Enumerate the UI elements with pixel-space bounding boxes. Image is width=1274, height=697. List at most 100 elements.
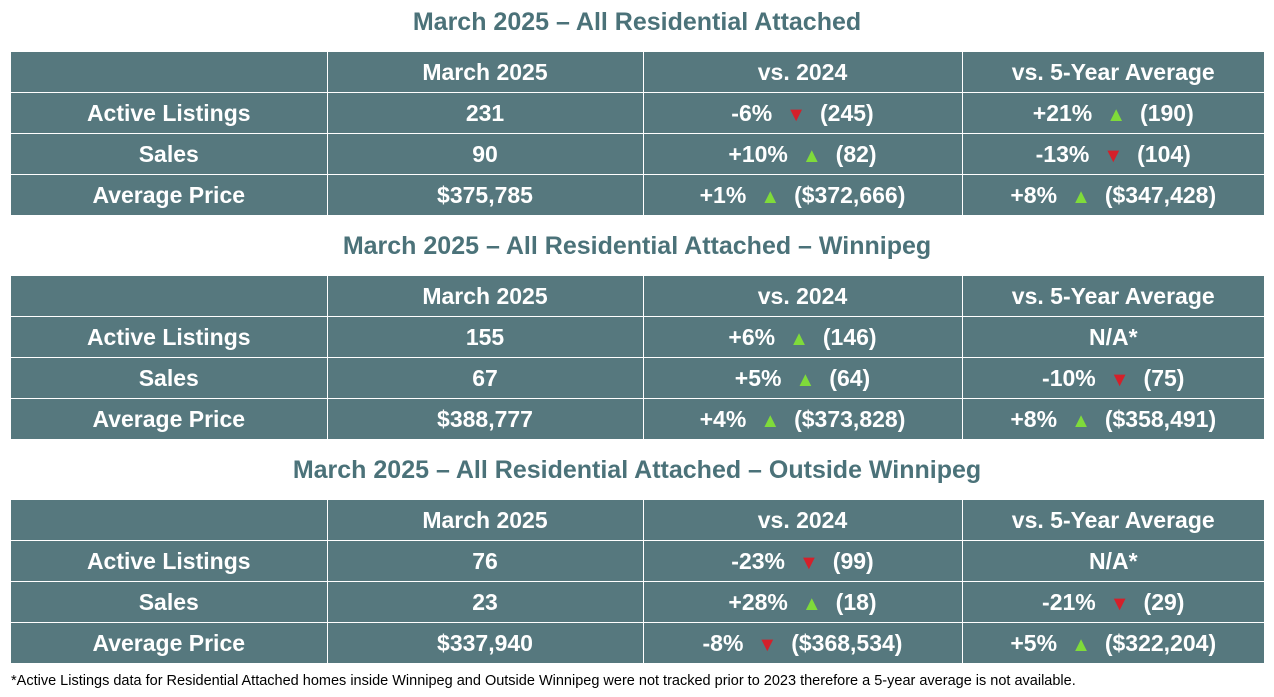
vs-5yr-cell: +8% ▲ ($347,428) — [961, 174, 1264, 215]
change-percent: +8% — [1010, 405, 1058, 432]
arrow-down-icon: ▼ — [799, 551, 819, 574]
current-value: 76 — [326, 540, 644, 582]
previous-value: (64) — [829, 364, 871, 391]
table-row: Average Price $337,940 -8% ▼ ($368,534) +5% ▲ (… — [11, 622, 1264, 663]
header-row: March 2025 vs. 2024 vs. 5-Year Average — [11, 52, 1264, 93]
previous-value: (18) — [835, 588, 877, 615]
vs-2024-cell: -23% ▼ (99) — [642, 540, 963, 582]
stats-table: March 2025 vs. 2024 vs. 5-Year Average Acti… — [11, 276, 1264, 439]
stats-table: March 2025 vs. 2024 vs. 5-Year Average Acti… — [11, 500, 1264, 663]
current-value: $388,777 — [326, 398, 644, 439]
change-percent: +8% — [1010, 181, 1058, 208]
current-value: 231 — [326, 92, 644, 134]
row-label: Sales — [11, 581, 328, 623]
table-row: Active Listings 155 +6% ▲ (146) N/A* — [11, 316, 1264, 358]
stats-table: March 2025 vs. 2024 vs. 5-Year Average Acti… — [11, 52, 1264, 215]
column-header: vs. 2024 — [642, 52, 963, 93]
header-row: March 2025 vs. 2024 vs. 5-Year Average — [11, 500, 1264, 541]
table-row: Average Price $388,777 +4% ▲ ($373,828) +8% ▲ (… — [11, 398, 1264, 439]
column-header: vs. 2024 — [642, 276, 963, 317]
previous-value: ($347,428) — [1104, 181, 1217, 208]
change-percent: -23% — [731, 547, 785, 574]
change-percent: +5% — [734, 364, 782, 391]
column-header — [11, 500, 328, 541]
vs-5yr-cell: -21% ▼ (29) — [961, 581, 1264, 623]
change-percent: -10% — [1042, 364, 1096, 391]
section-title: March 2025 – All Residential Attached – … — [292, 456, 982, 484]
change-percent: +1% — [699, 181, 747, 208]
change-percent: -6% — [731, 99, 773, 126]
column-header: vs. 5-Year Average — [961, 276, 1264, 317]
vs-5yr-cell: +5% ▲ ($322,204) — [961, 622, 1264, 663]
table-row: Sales 23 +28% ▲ (18) -21% ▼ (29) — [11, 581, 1264, 623]
vs-5yr-cell: -10% ▼ (75) — [961, 357, 1264, 399]
change-percent: +5% — [1010, 629, 1058, 656]
previous-value: ($372,666) — [794, 181, 906, 208]
vs-2024-cell: +6% ▲ (146) — [642, 316, 963, 358]
row-label: Average Price — [11, 174, 328, 215]
arrow-up-icon: ▲ — [1071, 409, 1091, 432]
change-percent: +28% — [728, 588, 788, 615]
row-label: Sales — [11, 357, 328, 399]
vs-5yr-cell: +21% ▲ (190) — [961, 92, 1264, 134]
not-available: N/A* — [1088, 323, 1138, 350]
vs-2024-cell: +5% ▲ (64) — [642, 357, 963, 399]
arrow-up-icon: ▲ — [801, 144, 822, 167]
table-row: Active Listings 231 -6% ▼ (245) +21% ▲ (190) — [11, 92, 1264, 134]
change-percent: +10% — [728, 140, 788, 167]
previous-value: (75) — [1143, 364, 1185, 391]
row-label: Active Listings — [11, 540, 328, 582]
table-row: Active Listings 76 -23% ▼ (99) N/A* — [11, 540, 1264, 582]
section-title: March 2025 – All Residential Attached — [412, 8, 862, 36]
change-percent: -8% — [702, 629, 744, 656]
arrow-down-icon: ▼ — [1109, 368, 1130, 391]
column-header: March 2025 — [326, 500, 644, 541]
current-value: $337,940 — [326, 622, 644, 663]
arrow-up-icon: ▲ — [1071, 633, 1091, 656]
vs-2024-cell: -6% ▼ (245) — [642, 92, 963, 134]
arrow-up-icon: ▲ — [795, 368, 816, 391]
vs-2024-cell: +10% ▲ (82) — [642, 133, 963, 175]
row-label: Average Price — [11, 622, 328, 663]
arrow-down-icon: ▼ — [757, 633, 778, 656]
row-label: Average Price — [11, 398, 328, 439]
previous-value: (245) — [820, 99, 874, 126]
column-header: March 2025 — [326, 276, 644, 317]
vs-2024-cell: +1% ▲ ($372,666) — [642, 174, 963, 215]
arrow-up-icon: ▲ — [1106, 103, 1127, 126]
footnote: *Active Listings data for Residential At… — [11, 673, 1076, 689]
row-label: Active Listings — [11, 316, 328, 358]
previous-value: ($373,828) — [794, 405, 906, 432]
current-value: $375,785 — [326, 174, 644, 215]
current-value: 23 — [326, 581, 644, 623]
table-row: Average Price $375,785 +1% ▲ ($372,666) +8% ▲ (… — [11, 174, 1264, 215]
arrow-down-icon: ▼ — [786, 103, 806, 126]
section-title: March 2025 – All Residential Attached – … — [342, 232, 932, 260]
arrow-up-icon: ▲ — [760, 185, 781, 208]
current-value: 90 — [326, 133, 644, 175]
previous-value: (104) — [1137, 140, 1191, 167]
column-header: vs. 2024 — [642, 500, 963, 541]
table-row: Sales 67 +5% ▲ (64) -10% ▼ (75) — [11, 357, 1264, 399]
column-header: vs. 5-Year Average — [961, 52, 1264, 93]
current-value: 67 — [326, 357, 644, 399]
header-row: March 2025 vs. 2024 vs. 5-Year Average — [11, 276, 1264, 317]
change-percent: +21% — [1032, 99, 1093, 126]
vs-2024-cell: +4% ▲ ($373,828) — [642, 398, 963, 439]
vs-2024-cell: +28% ▲ (18) — [642, 581, 963, 623]
not-available: N/A* — [1088, 547, 1138, 574]
previous-value: (190) — [1140, 99, 1194, 126]
arrow-down-icon: ▼ — [1109, 592, 1130, 615]
vs-5yr-cell: N/A* — [961, 316, 1264, 358]
previous-value: (146) — [822, 323, 877, 350]
arrow-up-icon: ▲ — [1071, 185, 1091, 208]
arrow-up-icon: ▲ — [801, 592, 822, 615]
column-header — [11, 276, 328, 317]
vs-5yr-cell: -13% ▼ (104) — [961, 133, 1264, 175]
change-percent: +4% — [699, 405, 747, 432]
vs-5yr-cell: +8% ▲ ($358,491) — [961, 398, 1264, 439]
previous-value: ($368,534) — [791, 629, 903, 656]
row-label: Active Listings — [11, 92, 328, 134]
column-header: March 2025 — [326, 52, 644, 93]
vs-2024-cell: -8% ▼ ($368,534) — [642, 622, 963, 663]
